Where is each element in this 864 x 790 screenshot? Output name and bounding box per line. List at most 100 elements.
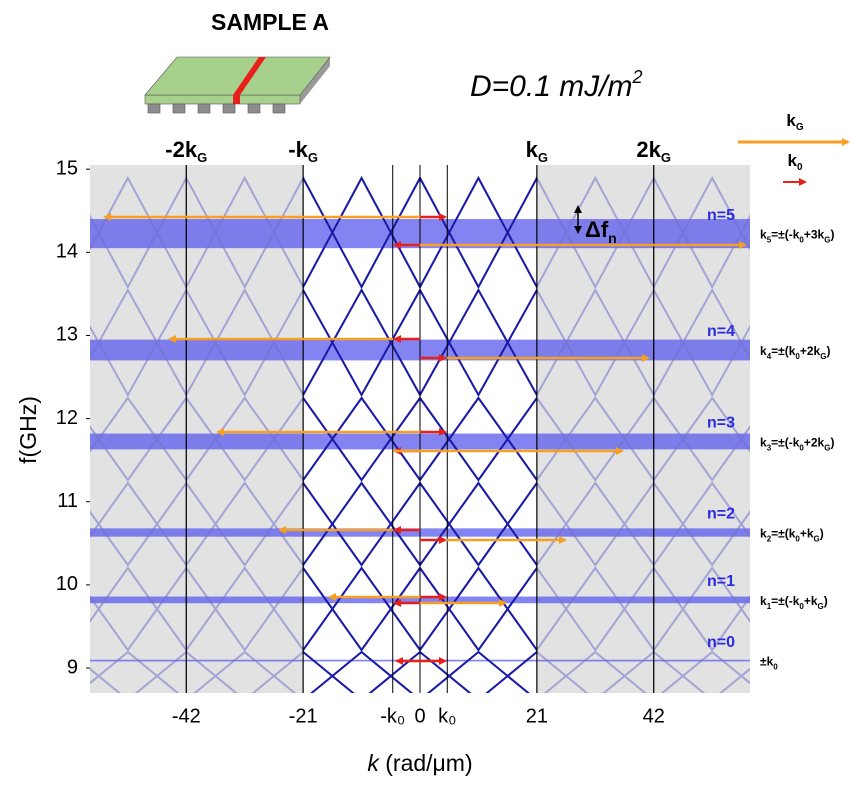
curves-inner [303, 175, 537, 693]
legend-label-part: k [786, 111, 796, 130]
top-tick-label: -2kG [165, 137, 207, 165]
top-tick-label-part: G [538, 150, 548, 165]
wavevector-label-part: 4 [767, 352, 772, 361]
y-tick-label: 12 [56, 407, 78, 429]
wavevector-label: k3=±(-k0+2kG) [760, 436, 834, 452]
wavevector-label-part: G [818, 601, 824, 610]
wavevector-label-part: G [824, 235, 830, 244]
wavevector-label-part: 0 [799, 235, 804, 244]
wavevector-label-part: G [824, 443, 830, 452]
wavevector-label-part: =±(k [771, 527, 796, 541]
x-tick-label: 0 [414, 705, 425, 727]
wavevector-label-part: G [814, 534, 820, 543]
legend-label-part: G [796, 122, 804, 133]
top-tick-label-part: -k [288, 137, 308, 162]
wavevector-label-part: k [760, 344, 767, 358]
arrows [103, 205, 747, 665]
x-axis-label: k (rad/μm) [367, 750, 472, 776]
wavevector-label-part: G [820, 352, 826, 361]
wavevector-label-part: +3k [804, 228, 825, 242]
annotation: D=0.1 mJ/m2 [470, 67, 643, 103]
gap-label-part: n [608, 230, 617, 246]
y-axis-label: f(GHz) [15, 396, 41, 464]
plot-area [90, 165, 750, 693]
wavevector-label-part: =±(-k [771, 594, 800, 608]
dispersion-curves [90, 175, 750, 693]
top-tick-label-part: 2k [636, 137, 661, 162]
wavevector-label-part: 0 [799, 443, 804, 452]
wavevector-label-part: 3 [767, 443, 772, 452]
wavevector-label-part: +2k [800, 344, 821, 358]
wavevector-label-part: k [760, 527, 767, 541]
legend-label: k0 [787, 151, 802, 173]
wavevector-label-part: ) [830, 436, 834, 450]
wavevector-label-part: k [760, 594, 767, 608]
sample-sketch [144, 56, 331, 114]
wavevector-label-part: 2 [767, 534, 772, 543]
wavevector-label-part: 0 [795, 352, 800, 361]
x-tick-label: -42 [172, 705, 201, 727]
y-tick-label: 15 [56, 157, 78, 179]
curve [303, 175, 537, 290]
wavevector-label-part: =±(-k [771, 228, 800, 242]
wavevector-label: ±k0 [760, 655, 778, 671]
legend-label-part: 0 [797, 162, 803, 173]
top-tick-label-part: -2k [165, 137, 198, 162]
wavevector-label-part: ) [830, 228, 834, 242]
x-axis-label-part: (rad/μm) [379, 750, 473, 776]
wavevector-label-part: ) [820, 527, 824, 541]
wavevector-label-part: k [760, 436, 767, 450]
y-tick-label: 9 [67, 656, 78, 678]
y-tick-label: 10 [56, 573, 78, 595]
curve [303, 396, 537, 482]
gap-label-part: Δf [585, 217, 609, 242]
gap-label: Δfn [585, 217, 617, 246]
top-tick-label: kG [526, 137, 548, 165]
wavevector-label-part: ) [824, 594, 828, 608]
wavevector-label-part: ) [826, 344, 830, 358]
y-tick-label: 14 [56, 241, 78, 263]
top-tick-label-part: k [526, 137, 539, 162]
chart-title: SAMPLE A [211, 9, 329, 35]
x-tick-label: k₀ [438, 705, 456, 727]
wavevector-label-part: =±(k [771, 344, 796, 358]
wavevector-label-part: 5 [767, 235, 772, 244]
curve [310, 650, 530, 693]
wavevector-label-part: =±(-k [771, 436, 800, 450]
top-tick-label-part: G [308, 150, 318, 165]
wavevector-label-part: +k [800, 527, 814, 541]
band-label: n=4 [707, 323, 735, 340]
wavevector-label-part: +k [804, 594, 818, 608]
band-label: n=1 [707, 573, 735, 590]
legend-label-part: k [787, 151, 797, 170]
curve [303, 481, 537, 567]
wavevector-label-part: +2k [804, 436, 825, 450]
top-tick-label: 2kG [636, 137, 671, 165]
curve [303, 287, 537, 398]
wavevector-label-part: ±k [760, 655, 774, 669]
wavevector-label: k1=±(-k0+kG) [760, 594, 828, 610]
annotation-part: D=0.1 mJ/m [470, 70, 633, 103]
wavevector-label: k5=±(-k0+3kG) [760, 228, 834, 244]
wavevector-label-part: 0 [795, 534, 800, 543]
band-label: n=3 [707, 415, 735, 432]
wavevector-label: k2=±(k0+kG) [760, 527, 824, 543]
x-tick-label: 42 [643, 705, 665, 727]
top-tick-label: -kG [288, 137, 318, 165]
x-axis-label-part: k [367, 750, 380, 776]
band-label: n=2 [707, 506, 735, 523]
legend-label: kG [786, 111, 803, 133]
top-tick-label-part: G [661, 150, 671, 165]
x-tick-label: -k₀ [380, 705, 405, 727]
wavevector-label: k4=±(k0+2kG) [760, 344, 830, 360]
band-label: n=0 [707, 634, 735, 651]
x-tick-label: -21 [289, 705, 318, 727]
wavevector-label-part: 0 [773, 662, 778, 671]
wavevector-label-part: k [760, 228, 767, 242]
curve [303, 566, 537, 652]
top-tick-label-part: G [197, 150, 207, 165]
y-tick-label: 13 [56, 324, 78, 346]
band-label: n=5 [707, 207, 735, 224]
